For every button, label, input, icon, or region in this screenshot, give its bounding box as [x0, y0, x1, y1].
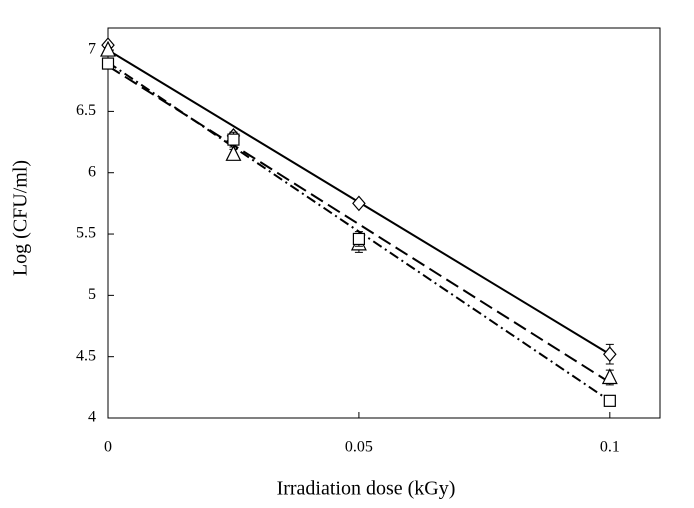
fit-line: [107, 65, 611, 384]
marker: [601, 368, 618, 385]
y-tick-label: 6: [88, 163, 96, 180]
marker: [225, 144, 242, 161]
marker: [227, 133, 240, 146]
marker: [603, 394, 616, 407]
x-tick-label: 0.05: [345, 439, 373, 456]
y-axis-label: Log (CFU/ml): [10, 160, 32, 276]
marker: [352, 232, 366, 246]
marker: [101, 57, 115, 70]
y-tick-label: 5: [88, 286, 96, 303]
y-tick-label: 7: [88, 41, 96, 58]
x-tick-label: 0: [104, 439, 112, 456]
marker: [603, 346, 617, 363]
y-tick-label: 4.5: [76, 347, 96, 364]
y-tick-label: 4: [88, 409, 96, 426]
y-tick-label: 6.5: [76, 102, 96, 119]
x-axis-label: Irradiation dose (kGy): [277, 478, 456, 500]
y-tick-label: 5.5: [76, 225, 96, 242]
marker: [100, 40, 116, 57]
plot-frame: [107, 27, 661, 419]
marker: [352, 195, 366, 212]
x-tick-label: 0.1: [600, 439, 620, 456]
